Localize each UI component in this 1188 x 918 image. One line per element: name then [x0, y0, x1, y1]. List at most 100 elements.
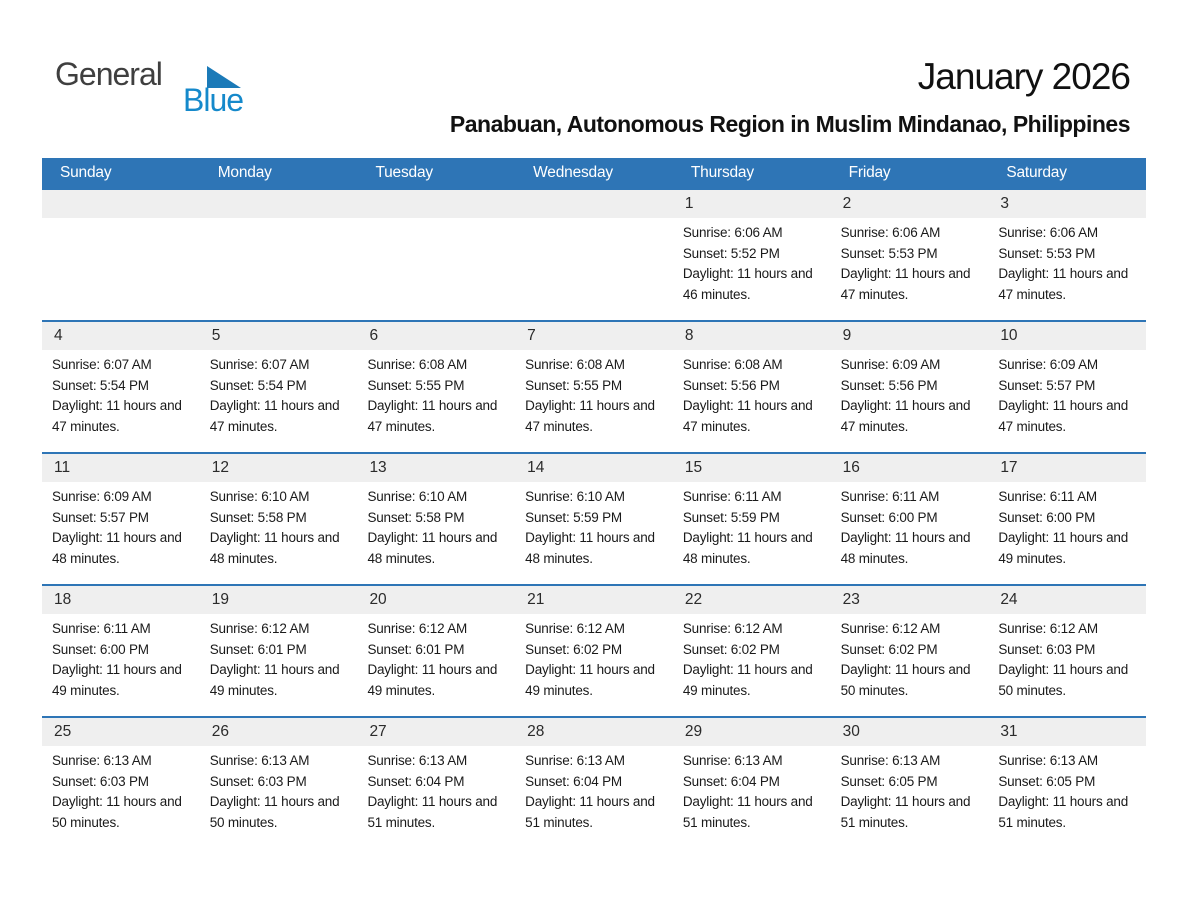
- day-number: 8: [684, 327, 694, 344]
- day-details: Sunrise: 6:08 AM Sunset: 5:56 PM Daylight:…: [673, 350, 831, 437]
- day-cell: 28 Sunrise: 6:13 AM Sunset: 6:04 PM Dayligh…: [515, 718, 673, 848]
- sunrise-text: Sunrise: 6:08 AM: [682, 357, 783, 372]
- daylight-text: Daylight: 11 hours and 49 minutes.: [998, 530, 1128, 566]
- sunset-text: Sunset: 6:04 PM: [367, 773, 465, 789]
- sunset-text: Sunset: 6:04 PM: [525, 773, 622, 789]
- day-number: 30: [842, 723, 860, 740]
- logo-text-blue: Blue: [183, 82, 244, 118]
- day-cell: 31 Sunrise: 6:13 AM Sunset: 6:05 PM Dayligh…: [988, 718, 1147, 848]
- day-number: 2: [842, 195, 852, 212]
- day-details: Sunrise: 6:12 AM Sunset: 6:03 PM Daylight:…: [988, 614, 1146, 701]
- day-number: 25: [54, 723, 72, 740]
- day-number: 19: [211, 591, 229, 608]
- day-details: Sunrise: 6:06 AM Sunset: 5:52 PM Daylight:…: [673, 218, 831, 305]
- day-cell: 20 Sunrise: 6:12 AM Sunset: 6:01 PM Dayligh…: [357, 586, 516, 716]
- day-number-band: 13: [357, 454, 516, 482]
- day-cell: 12 Sunrise: 6:10 AM Sunset: 5:58 PM Dayligh…: [199, 454, 358, 584]
- day-cell: 13 Sunrise: 6:10 AM Sunset: 5:58 PM Dayligh…: [357, 454, 516, 584]
- sunrise-text: Sunrise: 6:13 AM: [840, 753, 941, 768]
- sunset-text: Sunset: 5:52 PM: [682, 245, 780, 261]
- week-row: 18 Sunrise: 6:11 AM Sunset: 6:00 PM Dayligh…: [42, 584, 1147, 716]
- day-cell: 29 Sunrise: 6:13 AM Sunset: 6:04 PM Dayligh…: [672, 718, 831, 848]
- day-number: 11: [54, 459, 71, 476]
- sunrise-text: Sunrise: 6:10 AM: [209, 489, 310, 504]
- day-number-band: 2: [830, 190, 989, 218]
- day-number-band: 20: [357, 586, 516, 614]
- day-number-band: 7: [515, 322, 673, 350]
- weekday-header-thursday: Thursday: [690, 164, 754, 181]
- day-cell: 1 Sunrise: 6:06 AM Sunset: 5:52 PM Daylight…: [672, 190, 831, 320]
- day-number-band: 14: [515, 454, 673, 482]
- sunset-text: Sunset: 5:59 PM: [682, 509, 780, 525]
- sunset-text: Sunset: 5:59 PM: [525, 509, 622, 525]
- day-number: 12: [211, 459, 229, 476]
- sunrise-text: Sunrise: 6:10 AM: [367, 489, 468, 504]
- day-number: 31: [1000, 723, 1018, 740]
- month-title: January 2026: [917, 56, 1131, 97]
- day-details: Sunrise: 6:12 AM Sunset: 6:02 PM Daylight:…: [831, 614, 989, 701]
- sunset-text: Sunset: 5:54 PM: [52, 377, 149, 393]
- sunrise-text: Sunrise: 6:07 AM: [209, 357, 310, 372]
- day-number-band: 29: [672, 718, 831, 746]
- sunrise-text: Sunrise: 6:11 AM: [840, 489, 940, 504]
- sunset-text: Sunset: 5:56 PM: [682, 377, 780, 393]
- day-number-band: 5: [199, 322, 358, 350]
- weekday-header-tuesday: Tuesday: [375, 164, 433, 181]
- day-details: Sunrise: 6:13 AM Sunset: 6:04 PM Daylight:…: [673, 746, 831, 833]
- day-number: 5: [211, 327, 221, 344]
- empty-day-cell: [357, 190, 516, 320]
- day-cell: 25 Sunrise: 6:13 AM Sunset: 6:03 PM Dayligh…: [42, 718, 200, 848]
- sunset-text: Sunset: 5:55 PM: [525, 377, 622, 393]
- day-details: Sunrise: 6:12 AM Sunset: 6:02 PM Daylight:…: [515, 614, 673, 701]
- day-cell: 8 Sunrise: 6:08 AM Sunset: 5:56 PM Daylight…: [672, 322, 831, 452]
- sunrise-text: Sunrise: 6:13 AM: [682, 753, 783, 768]
- sunset-text: Sunset: 5:56 PM: [840, 377, 938, 393]
- day-details: Sunrise: 6:12 AM Sunset: 6:02 PM Daylight:…: [673, 614, 831, 701]
- daylight-text: Daylight: 11 hours and 49 minutes.: [682, 662, 813, 698]
- daylight-text: Daylight: 11 hours and 51 minutes.: [998, 794, 1128, 830]
- daylight-text: Daylight: 11 hours and 47 minutes.: [525, 398, 655, 434]
- day-details: Sunrise: 6:13 AM Sunset: 6:03 PM Daylight:…: [200, 746, 358, 833]
- day-number: 10: [1000, 327, 1018, 344]
- day-cell: 19 Sunrise: 6:12 AM Sunset: 6:01 PM Dayligh…: [199, 586, 358, 716]
- daylight-text: Daylight: 11 hours and 48 minutes.: [525, 530, 655, 566]
- daylight-text: Daylight: 11 hours and 51 minutes.: [367, 794, 498, 830]
- week-row: 11 Sunrise: 6:09 AM Sunset: 5:57 PM Dayligh…: [42, 452, 1147, 584]
- day-details: Sunrise: 6:09 AM Sunset: 5:57 PM Daylight:…: [988, 350, 1146, 437]
- day-cell: 16 Sunrise: 6:11 AM Sunset: 6:00 PM Dayligh…: [830, 454, 989, 584]
- day-number: 15: [684, 459, 703, 476]
- daylight-text: Daylight: 11 hours and 48 minutes.: [840, 530, 971, 566]
- day-details: Sunrise: 6:13 AM Sunset: 6:04 PM Daylight:…: [515, 746, 673, 833]
- sunset-text: Sunset: 6:02 PM: [525, 641, 622, 657]
- daylight-text: Daylight: 11 hours and 50 minutes.: [52, 794, 182, 830]
- sunrise-text: Sunrise: 6:13 AM: [525, 753, 625, 768]
- daylight-text: Daylight: 11 hours and 48 minutes.: [209, 530, 340, 566]
- empty-day-cell: [42, 190, 200, 320]
- daylight-text: Daylight: 11 hours and 47 minutes.: [840, 398, 971, 434]
- day-cell: 7 Sunrise: 6:08 AM Sunset: 5:55 PM Daylight…: [515, 322, 673, 452]
- day-details: Sunrise: 6:12 AM Sunset: 6:01 PM Daylight:…: [357, 614, 515, 701]
- day-details: Sunrise: 6:10 AM Sunset: 5:58 PM Daylight:…: [200, 482, 358, 569]
- day-number-band: 27: [357, 718, 516, 746]
- day-number-band: 19: [199, 586, 358, 614]
- sunrise-text: Sunrise: 6:10 AM: [525, 489, 625, 504]
- daylight-text: Daylight: 11 hours and 51 minutes.: [840, 794, 971, 830]
- sunset-text: Sunset: 6:05 PM: [840, 773, 938, 789]
- daylight-text: Daylight: 11 hours and 47 minutes.: [998, 266, 1128, 302]
- sunset-text: Sunset: 6:00 PM: [52, 641, 149, 657]
- daylight-text: Daylight: 11 hours and 47 minutes.: [209, 398, 340, 434]
- day-number: 29: [684, 723, 703, 740]
- sunrise-text: Sunrise: 6:12 AM: [682, 621, 783, 636]
- daylight-text: Daylight: 11 hours and 50 minutes.: [840, 662, 971, 698]
- day-details: Sunrise: 6:11 AM Sunset: 6:00 PM Daylight:…: [42, 614, 200, 701]
- day-cell: 24 Sunrise: 6:12 AM Sunset: 6:03 PM Dayligh…: [988, 586, 1147, 716]
- general-blue-logo: General Blue: [55, 58, 244, 124]
- sunrise-text: Sunrise: 6:12 AM: [998, 621, 1098, 636]
- day-cell: 11 Sunrise: 6:09 AM Sunset: 5:57 PM Dayligh…: [42, 454, 200, 584]
- daylight-text: Daylight: 11 hours and 49 minutes.: [367, 662, 498, 698]
- sunset-text: Sunset: 5:53 PM: [840, 245, 938, 261]
- day-details: Sunrise: 6:11 AM Sunset: 6:00 PM Daylight:…: [988, 482, 1146, 569]
- day-number: 6: [369, 327, 379, 344]
- daylight-text: Daylight: 11 hours and 49 minutes.: [52, 662, 182, 698]
- sunrise-text: Sunrise: 6:13 AM: [367, 753, 468, 768]
